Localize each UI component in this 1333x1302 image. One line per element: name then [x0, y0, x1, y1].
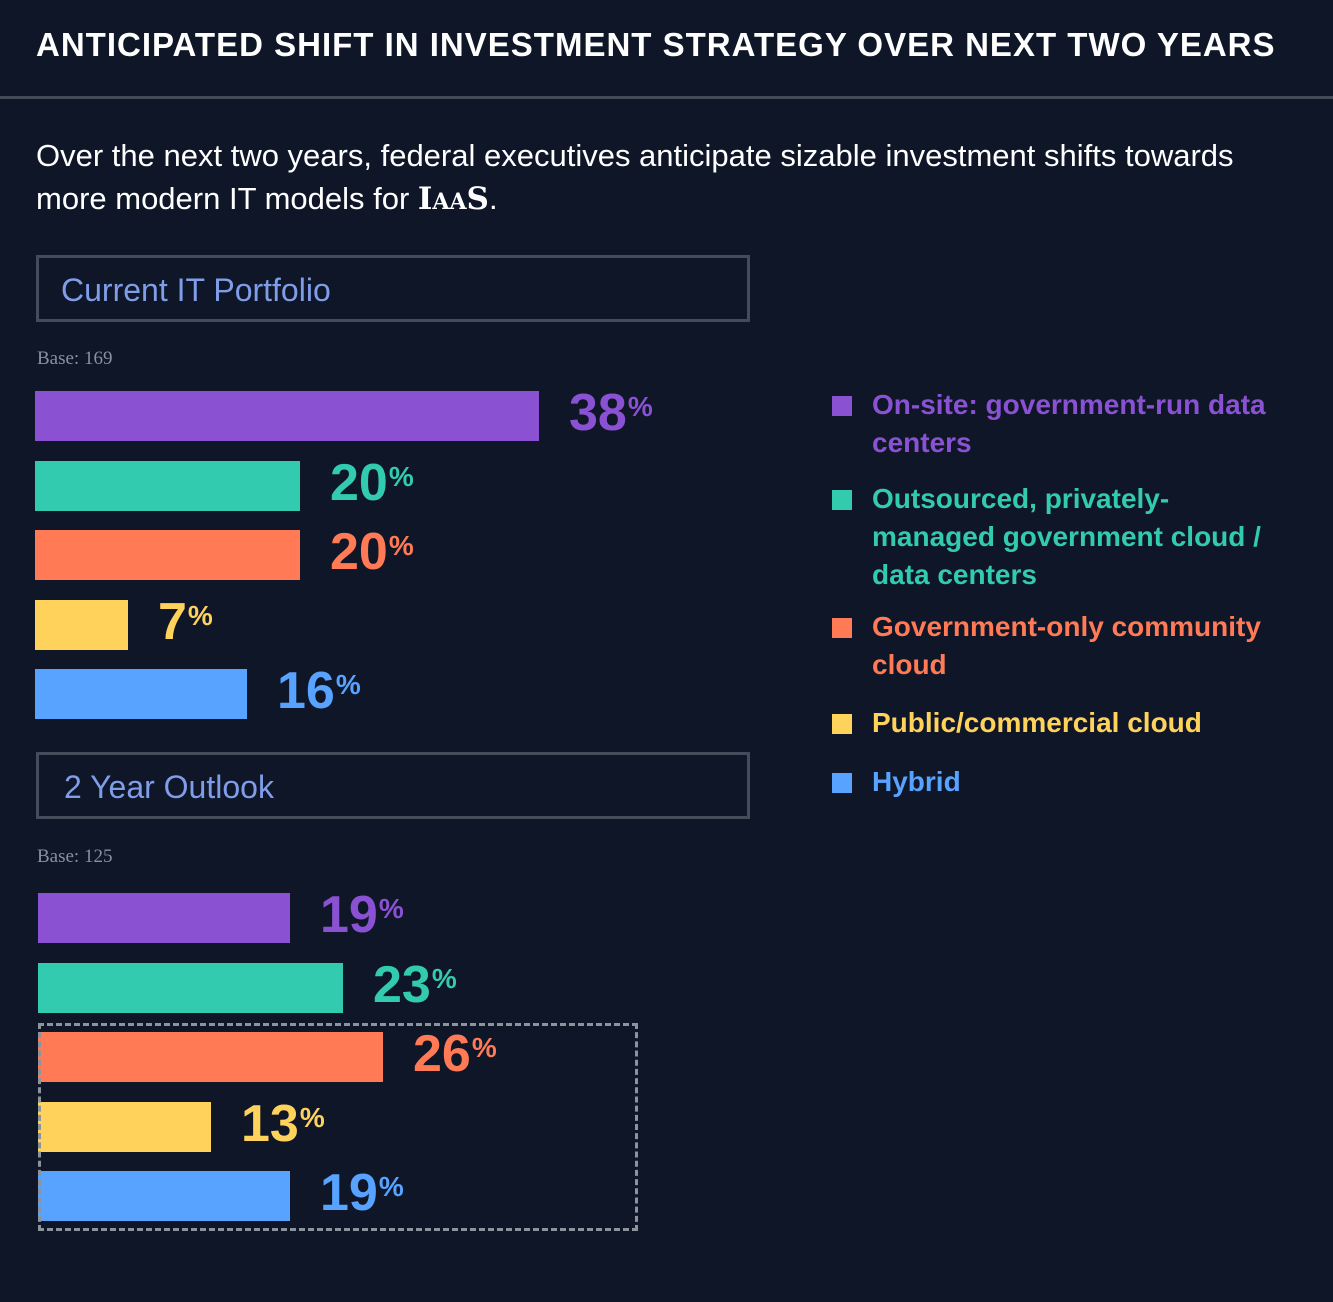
outlook-header: 2 Year Outlook	[36, 752, 750, 819]
bar-outlook-1	[38, 963, 343, 1013]
legend-swatch	[832, 773, 852, 793]
value-label-outlook-2: 26%	[413, 1025, 497, 1083]
bar-outlook-4	[38, 1171, 290, 1221]
bar-outlook-2	[38, 1032, 383, 1082]
value-label-outlook-4: 19%	[320, 1164, 404, 1222]
value-label-current-0: 38%	[569, 384, 653, 442]
bar-outlook-0	[38, 893, 290, 943]
value-label-current-3: 7%	[158, 593, 213, 651]
current-portfolio-header: Current IT Portfolio	[36, 255, 750, 322]
legend-label: Hybrid	[872, 766, 961, 797]
current-portfolio-title: Current IT Portfolio	[61, 272, 331, 308]
bar-current-3	[35, 600, 128, 650]
subtitle-emphasis: IaaS	[417, 181, 489, 217]
legend-swatch	[832, 714, 852, 734]
current-portfolio-base: Base: 169	[37, 348, 113, 369]
subtitle-text: Over the next two years, federal executi…	[36, 138, 1234, 216]
title-divider	[0, 96, 1333, 99]
value-label-outlook-3: 13%	[241, 1095, 325, 1153]
value-label-outlook-0: 19%	[320, 886, 404, 944]
bar-current-1	[35, 461, 300, 511]
legend-swatch	[832, 618, 852, 638]
legend-swatch	[832, 490, 852, 510]
value-label-current-2: 20%	[330, 523, 414, 581]
value-label-current-1: 20%	[330, 454, 414, 512]
subtitle-end: .	[488, 181, 498, 216]
bar-current-0	[35, 391, 539, 441]
legend-swatch	[832, 396, 852, 416]
chart-title: ANTICIPATED SHIFT IN INVESTMENT STRATEGY…	[36, 26, 1276, 63]
value-label-current-4: 16%	[277, 662, 361, 720]
legend-label: Public/commercial cloud	[872, 707, 1202, 738]
bar-outlook-3	[38, 1102, 211, 1152]
legend-label: On-site: government-run data centers	[872, 389, 1266, 458]
legend-label: Outsourced, privately-managed government…	[872, 483, 1261, 590]
bar-current-4	[35, 669, 247, 719]
outlook-base: Base: 125	[37, 846, 113, 867]
outlook-title: 2 Year Outlook	[64, 769, 274, 805]
bar-current-2	[35, 530, 300, 580]
legend-label: Government-only community cloud	[872, 611, 1261, 680]
chart-subtitle: Over the next two years, federal executi…	[36, 134, 1296, 221]
value-label-outlook-1: 23%	[373, 956, 457, 1014]
